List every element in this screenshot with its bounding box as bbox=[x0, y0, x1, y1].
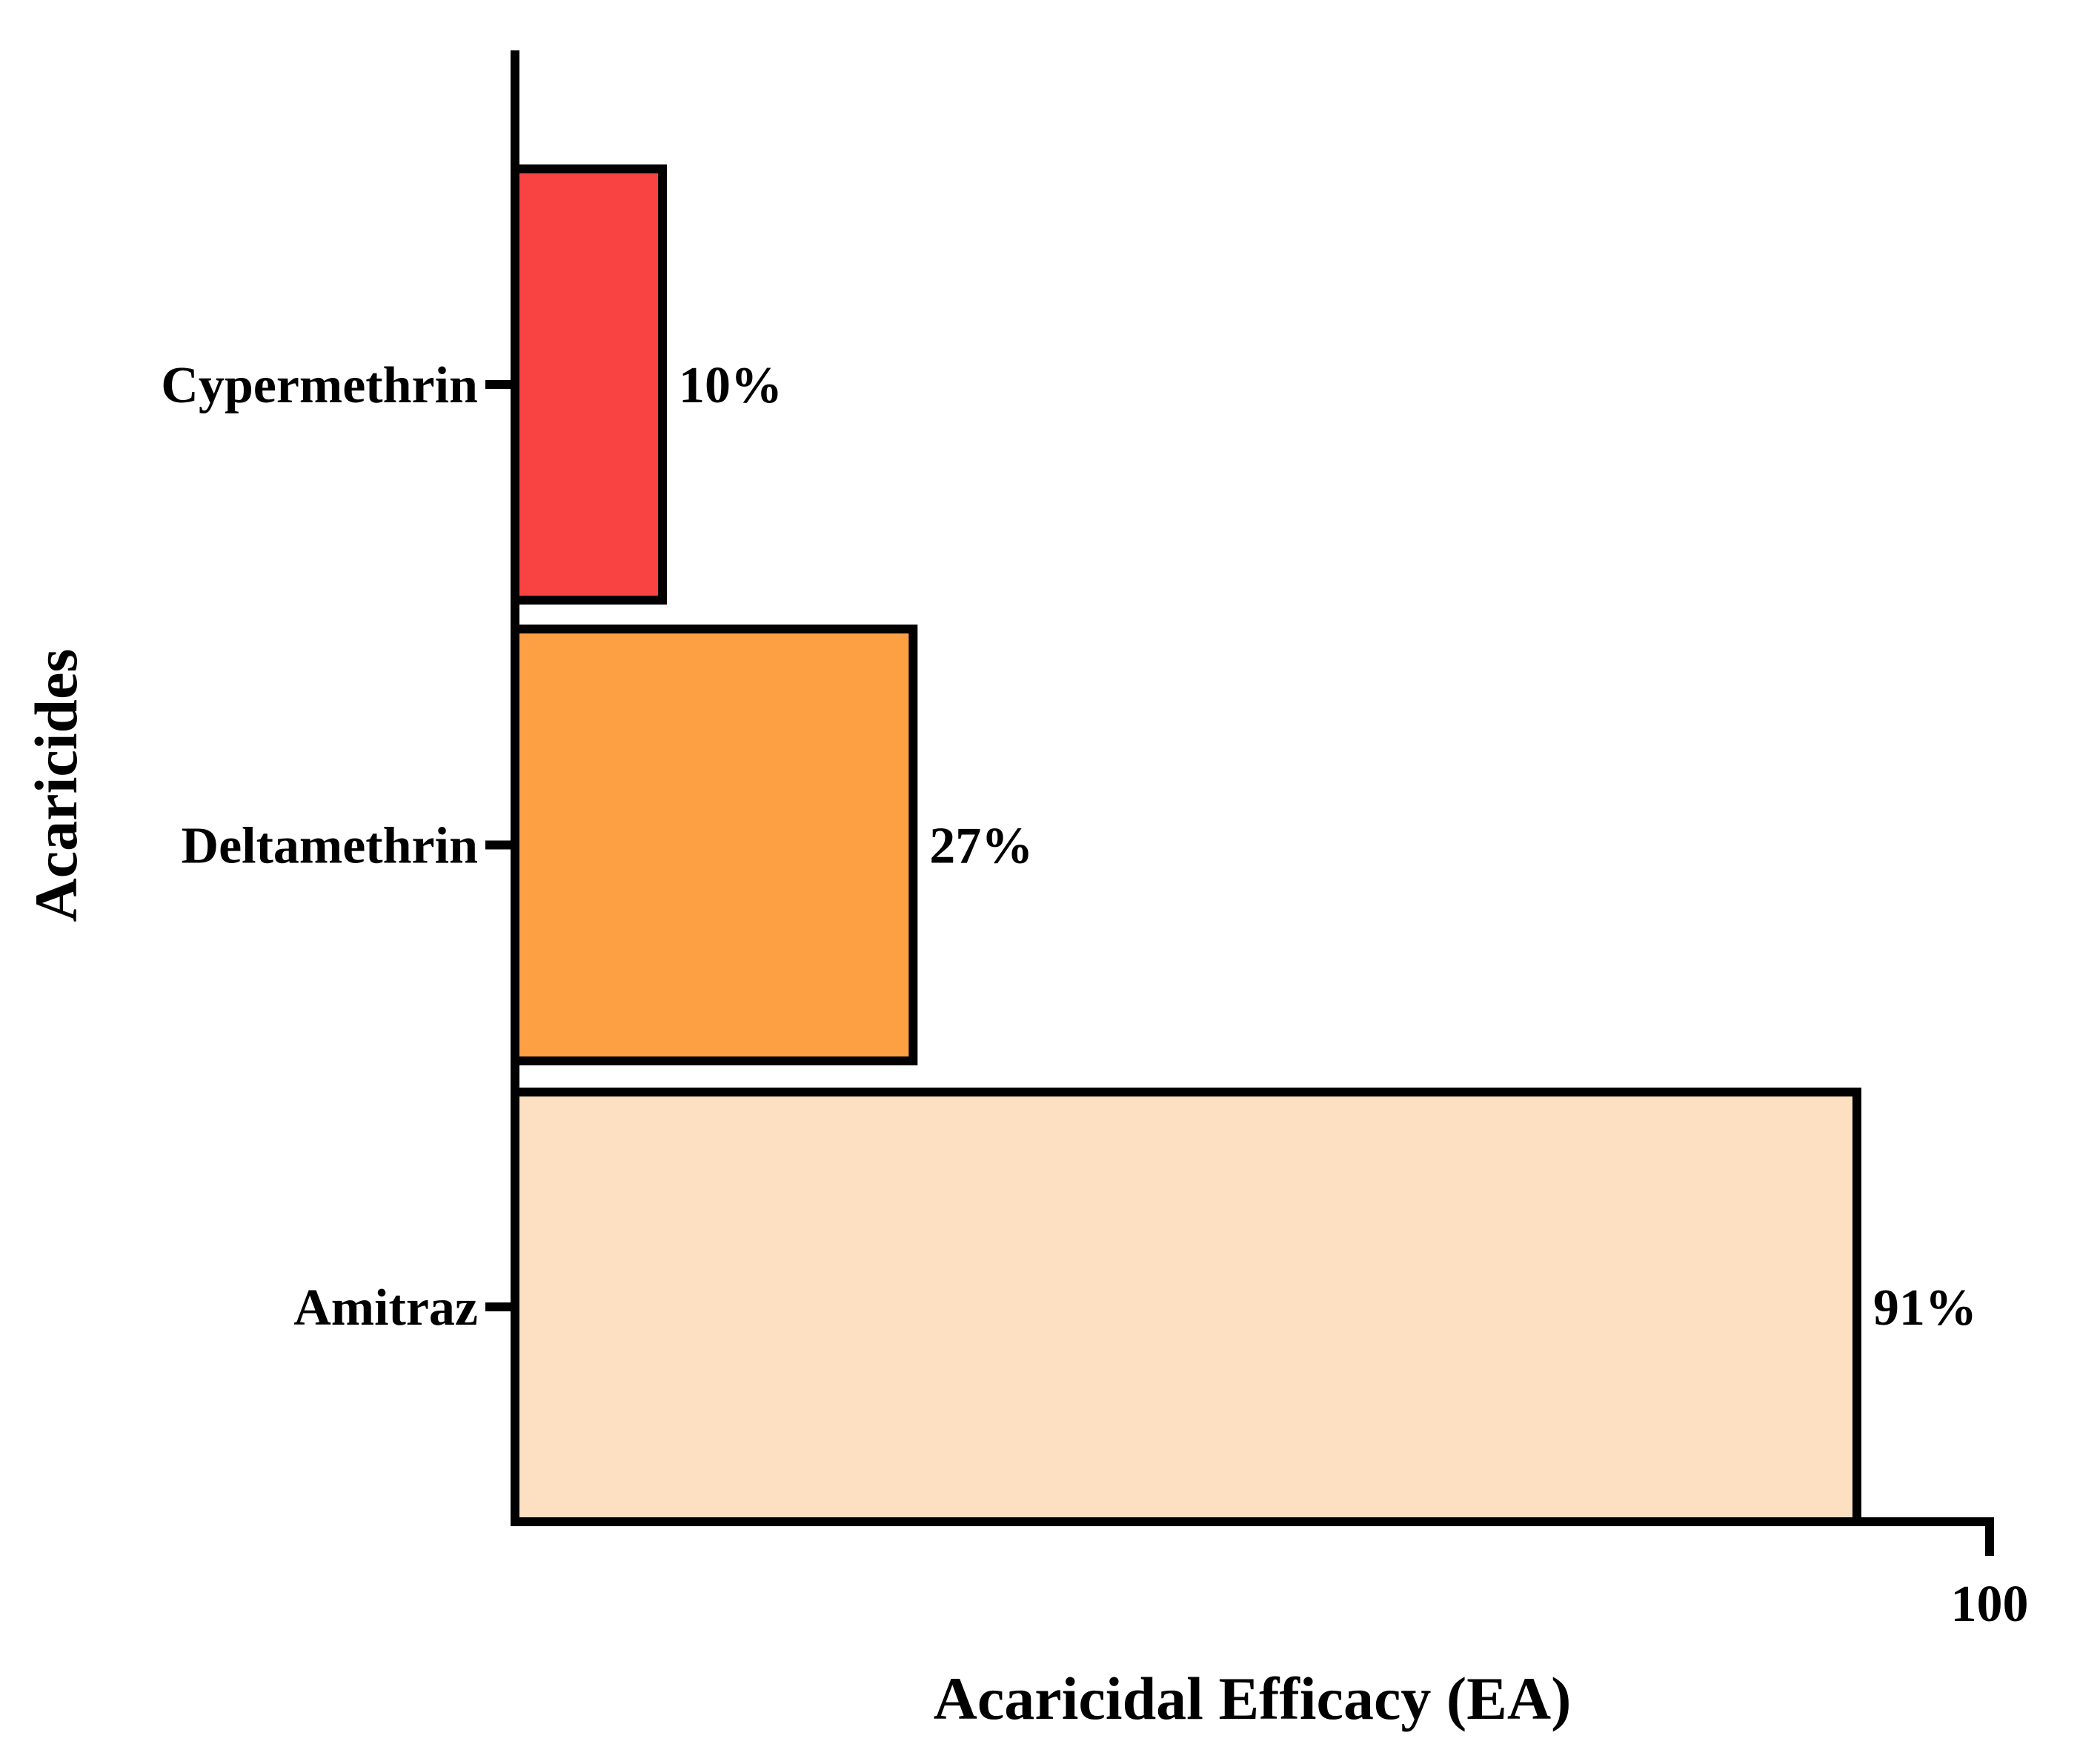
bars-layer: 10% 27% 91% bbox=[511, 164, 1977, 1526]
x-tick-label: 100 bbox=[1951, 1576, 2029, 1633]
bar-deltamethrin bbox=[511, 625, 918, 1065]
data-label-cypermethrin: 10% bbox=[679, 357, 783, 414]
y-tick-label-amitraz: Amitraz bbox=[293, 1279, 478, 1337]
bar-cypermethrin bbox=[511, 164, 667, 605]
y-ticks-layer: Cypermethrin Deltamethrin Amitraz bbox=[161, 357, 515, 1337]
x-ticks-layer: 100 bbox=[1951, 1517, 2029, 1633]
data-label-deltamethrin: 27% bbox=[929, 818, 1033, 875]
data-label-amitraz: 91% bbox=[1873, 1279, 1977, 1337]
bar-amitraz bbox=[511, 1088, 1861, 1526]
y-axis-title: Acaricides bbox=[22, 649, 90, 922]
y-tick-label-cypermethrin: Cypermethrin bbox=[161, 357, 478, 414]
axes-layer bbox=[511, 50, 1993, 1526]
y-tick-label-deltamethrin: Deltamethrin bbox=[182, 818, 478, 875]
x-axis-title: Acaricidal Efficacy (EA) bbox=[934, 1665, 1572, 1732]
